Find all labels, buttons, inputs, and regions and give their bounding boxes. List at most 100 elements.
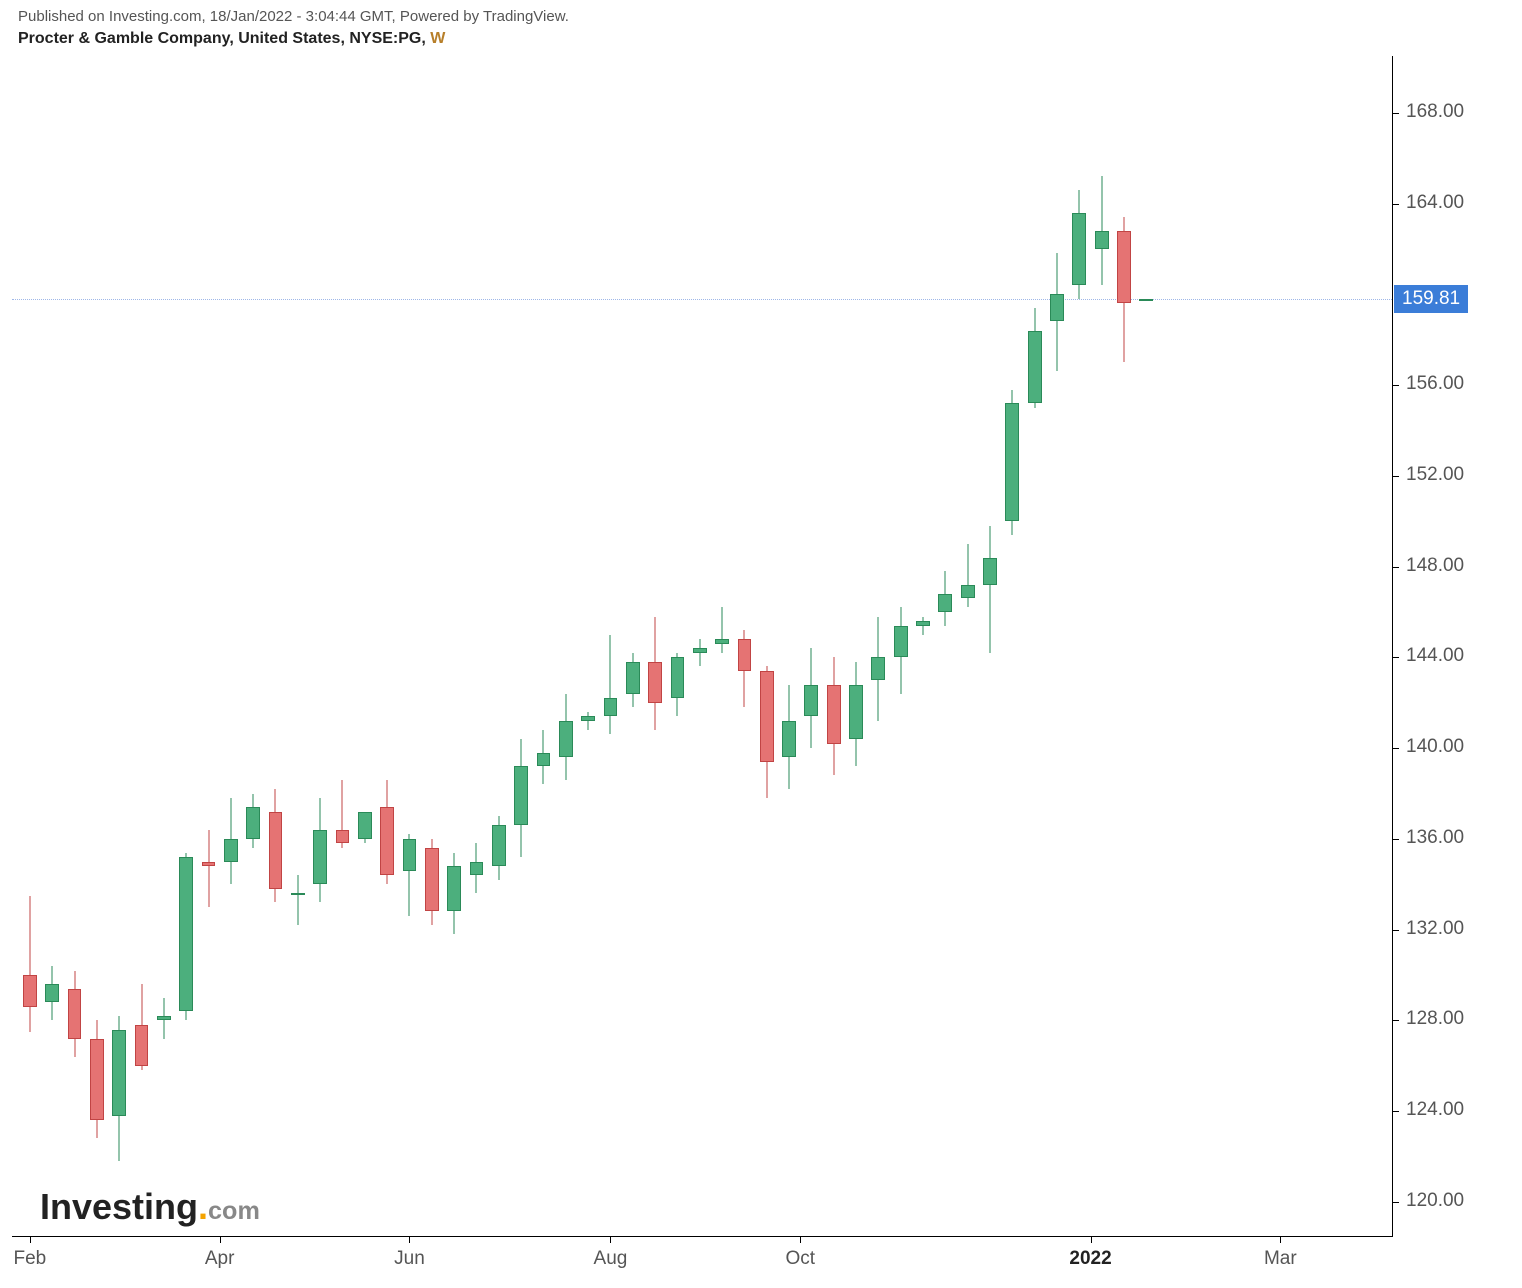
y-axis-label: 148.00	[1406, 555, 1464, 577]
candle-body	[916, 621, 930, 626]
candle[interactable]	[45, 56, 59, 1236]
x-tick	[1280, 1236, 1281, 1243]
y-tick	[1392, 657, 1399, 658]
candle[interactable]	[135, 56, 149, 1236]
candle[interactable]	[202, 56, 216, 1236]
candle[interactable]	[894, 56, 908, 1236]
candle[interactable]	[68, 56, 82, 1236]
logo-suffix: com	[208, 1197, 260, 1225]
candle-body	[470, 862, 484, 876]
candle[interactable]	[358, 56, 372, 1236]
candle[interactable]	[715, 56, 729, 1236]
candle-wick	[722, 607, 723, 652]
candle-body	[1139, 299, 1153, 301]
candle[interactable]	[693, 56, 707, 1236]
candle-body	[135, 1025, 149, 1066]
candle-wick	[208, 830, 209, 907]
y-tick	[1392, 204, 1399, 205]
candle[interactable]	[782, 56, 796, 1236]
candle-body	[313, 830, 327, 884]
y-tick	[1392, 476, 1399, 477]
candle[interactable]	[224, 56, 238, 1236]
candle-body	[559, 721, 573, 757]
candle[interactable]	[626, 56, 640, 1236]
candle[interactable]	[604, 56, 618, 1236]
candle-body	[336, 830, 350, 844]
y-axis-label: 156.00	[1406, 373, 1464, 395]
candle[interactable]	[90, 56, 104, 1236]
candle[interactable]	[1005, 56, 1019, 1236]
candle-body	[871, 657, 885, 680]
candle[interactable]	[849, 56, 863, 1236]
candle-body	[157, 1016, 171, 1021]
x-tick	[220, 1236, 221, 1243]
candle-body	[760, 671, 774, 762]
candle[interactable]	[871, 56, 885, 1236]
candle[interactable]	[581, 56, 595, 1236]
candle-wick	[699, 639, 700, 666]
candle[interactable]	[336, 56, 350, 1236]
candle-body	[224, 839, 238, 862]
candle[interactable]	[961, 56, 975, 1236]
candle-body	[849, 685, 863, 739]
candle[interactable]	[403, 56, 417, 1236]
candle-body	[894, 626, 908, 658]
candle[interactable]	[492, 56, 506, 1236]
price-plot[interactable]	[12, 56, 1393, 1237]
candle[interactable]	[916, 56, 930, 1236]
candle[interactable]	[269, 56, 283, 1236]
candle[interactable]	[559, 56, 573, 1236]
candle[interactable]	[514, 56, 528, 1236]
candle[interactable]	[1028, 56, 1042, 1236]
candle[interactable]	[447, 56, 461, 1236]
candle[interactable]	[1117, 56, 1131, 1236]
candle-body	[715, 639, 729, 644]
candle-body	[23, 975, 37, 1007]
candle[interactable]	[1050, 56, 1064, 1236]
investing-logo: Investing.com	[40, 1186, 260, 1228]
candle[interactable]	[804, 56, 818, 1236]
candle[interactable]	[425, 56, 439, 1236]
candle-body	[1005, 403, 1019, 521]
candle[interactable]	[760, 56, 774, 1236]
candle-body	[1117, 231, 1131, 304]
candle[interactable]	[827, 56, 841, 1236]
x-tick	[800, 1236, 801, 1243]
candle-body	[45, 984, 59, 1002]
candle-body	[291, 893, 305, 895]
candle[interactable]	[1072, 56, 1086, 1236]
y-tick	[1392, 1020, 1399, 1021]
candle[interactable]	[1139, 56, 1153, 1236]
candle[interactable]	[157, 56, 171, 1236]
candle-body	[1050, 294, 1064, 321]
candle-wick	[29, 896, 30, 1032]
candle-body	[112, 1030, 126, 1116]
candle[interactable]	[648, 56, 662, 1236]
y-axis-label: 152.00	[1406, 464, 1464, 486]
candle[interactable]	[179, 56, 193, 1236]
candle-body	[68, 989, 82, 1039]
y-tick	[1392, 839, 1399, 840]
candle[interactable]	[671, 56, 685, 1236]
candle[interactable]	[470, 56, 484, 1236]
candle-body	[403, 839, 417, 871]
y-axis-label: 124.00	[1406, 1099, 1464, 1121]
candle[interactable]	[291, 56, 305, 1236]
candle-body	[738, 639, 752, 671]
candle[interactable]	[380, 56, 394, 1236]
logo-dot: .	[198, 1186, 208, 1227]
candle-body	[581, 716, 595, 721]
x-axis-label: Jun	[394, 1248, 425, 1270]
candle[interactable]	[938, 56, 952, 1236]
candle[interactable]	[738, 56, 752, 1236]
candle[interactable]	[983, 56, 997, 1236]
candle-body	[804, 685, 818, 717]
x-tick	[30, 1236, 31, 1243]
candle[interactable]	[1095, 56, 1109, 1236]
candle[interactable]	[246, 56, 260, 1236]
candle[interactable]	[537, 56, 551, 1236]
y-tick	[1392, 1111, 1399, 1112]
candle[interactable]	[112, 56, 126, 1236]
candle[interactable]	[23, 56, 37, 1236]
candle[interactable]	[313, 56, 327, 1236]
